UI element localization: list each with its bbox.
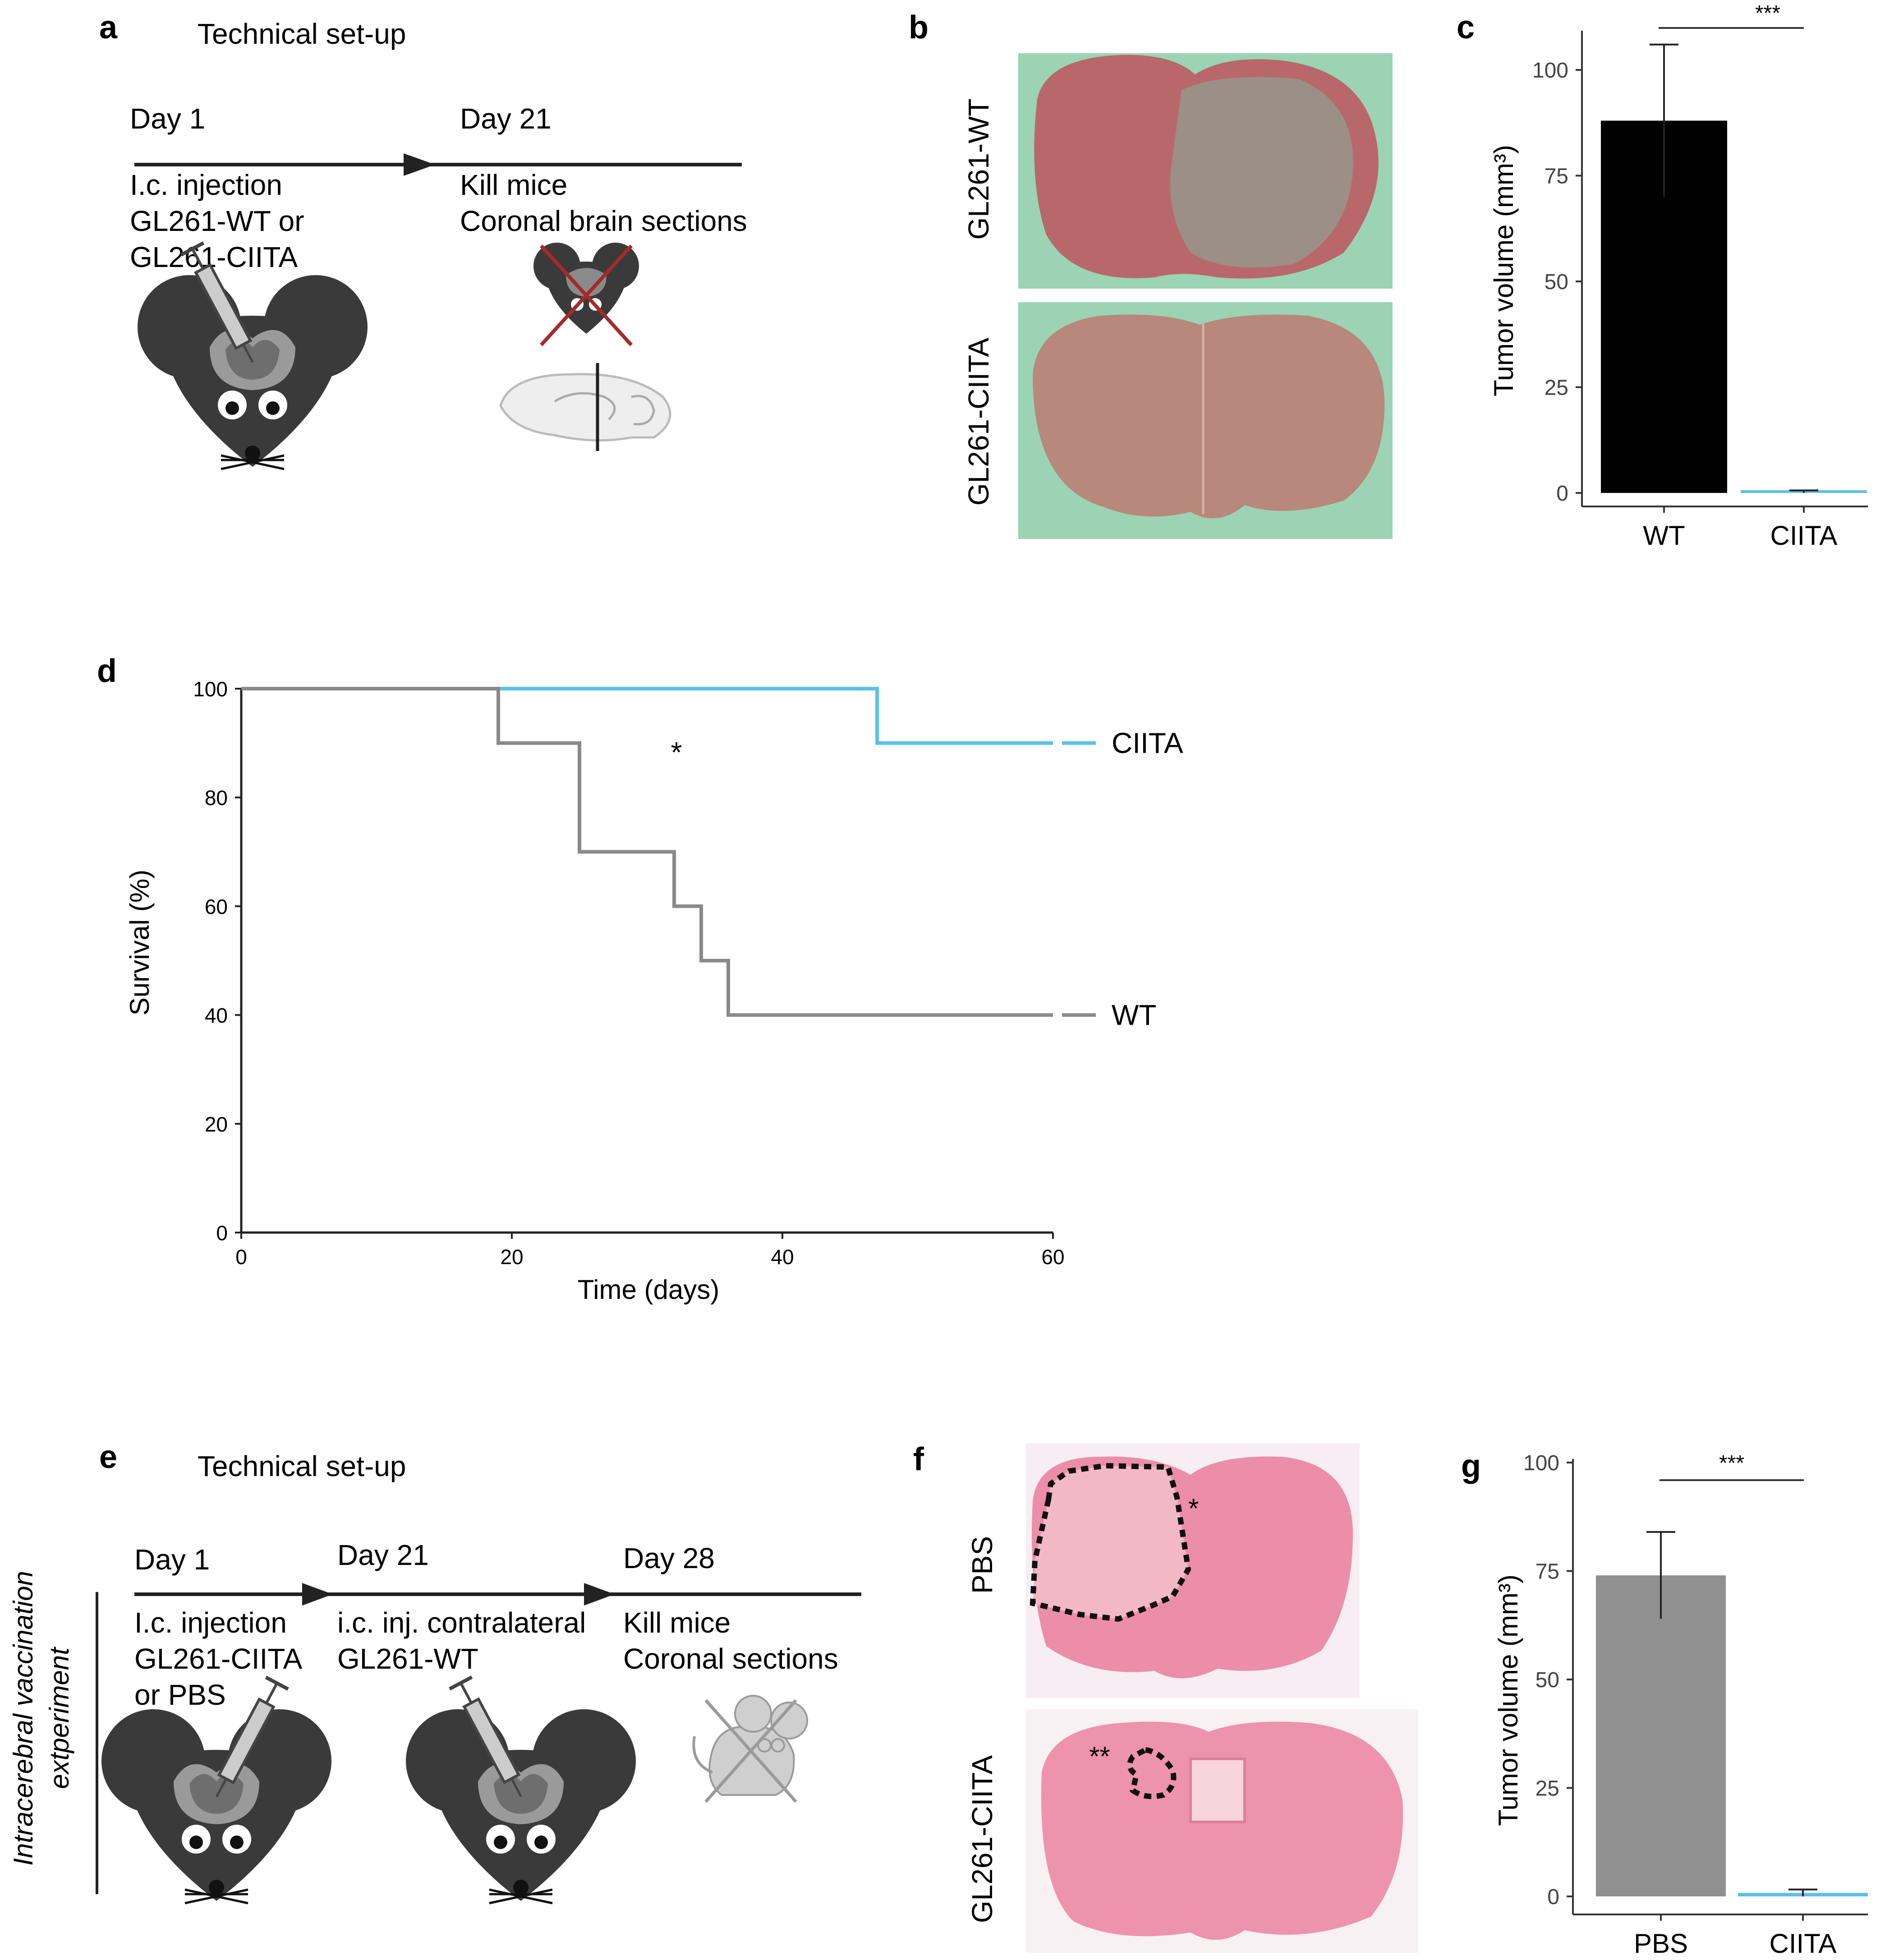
panel-a: a Technical set-up Day 1 Day 21 I.c. inj…: [99, 9, 747, 470]
panel-f-row-label-pbs: PBS: [966, 1536, 998, 1594]
y-tick-label: 0: [216, 1221, 228, 1245]
panel-a-right-line-1: Kill mice: [460, 169, 567, 201]
panel-d-plot: 0 20 40 60 80 100 0 20 40 60 CIITA WT: [193, 677, 1183, 1269]
y-tick-label: 20: [205, 1113, 228, 1136]
panel-a-right-line-2: Coronal brain sections: [460, 205, 747, 237]
panel-c-letter: c: [1457, 9, 1475, 46]
panel-e-side-line-1: Intracerebral vaccination: [8, 1571, 38, 1866]
x-tick-label: CIITA: [1770, 520, 1838, 551]
panel-a-left-line-2: GL261-WT or: [130, 205, 304, 237]
panel-c-significance: ***: [1755, 1, 1780, 25]
panel-f-row-label-ciita: GL261-CIITA: [966, 1755, 998, 1923]
panel-e-col3-line-2: Coronal sections: [623, 1643, 838, 1675]
x-tick-label: 0: [235, 1245, 247, 1269]
panel-e-letter: e: [99, 1439, 117, 1475]
tumor-outline-ciita: [1127, 1747, 1177, 1799]
y-tick-label: 0: [1556, 482, 1568, 506]
panel-c-ylabel: Tumor volume (mm³): [1489, 145, 1519, 396]
killed-mouse-icon-2: [692, 1695, 808, 1803]
panel-e-day1: Day 1: [134, 1543, 210, 1576]
panel-e-day28: Day 28: [623, 1542, 715, 1574]
histology-image-wt: [1018, 53, 1393, 289]
tumor-outline-pbs: [1030, 1463, 1191, 1622]
y-tick-label: 60: [205, 895, 228, 918]
histology-image-ciita: [1018, 302, 1393, 539]
panel-e-col2-line-2: GL261-WT: [337, 1643, 478, 1675]
panel-f-mark-double: **: [1089, 1741, 1110, 1771]
panel-b-row-label-wt: GL261-WT: [962, 99, 995, 240]
panel-f-mark-single: *: [1188, 1493, 1199, 1523]
panel-f-letter: f: [913, 1441, 924, 1477]
panel-e-day21: Day 21: [337, 1539, 429, 1571]
y-tick-label: 40: [205, 1004, 228, 1027]
y-tick-label: 0: [1547, 1885, 1559, 1909]
y-tick-label: 100: [1523, 1451, 1559, 1475]
panel-a-timeline-arrow: [404, 153, 435, 176]
sagittal-brain-icon: [499, 363, 671, 451]
panel-e-col2-line-1: i.c. inj. contralateral: [337, 1606, 586, 1639]
panel-e-col3-line-1: Kill mice: [623, 1606, 731, 1639]
panel-d-letter: d: [97, 653, 117, 689]
panel-e-arrow-1: [302, 1583, 333, 1606]
y-tick-label: 25: [1545, 376, 1568, 400]
panel-c-plot: 0 25 50 75 100 WT CIITA: [1532, 31, 1868, 551]
y-tick-label: 75: [1545, 165, 1568, 189]
x-tick-label: 20: [500, 1245, 523, 1269]
panel-b: b GL261-WT GL261-CIITA: [909, 9, 1393, 539]
mouse-injection-icon-2: [406, 1675, 636, 1905]
panel-e-col1-line-2: GL261-CIITA: [134, 1643, 303, 1675]
panel-d: d Survival (%) Time (days) * 0 20 40 60 80 10…: [97, 653, 1183, 1305]
panel-a-day1: Day 1: [130, 102, 205, 135]
x-tick-label: CIITA: [1770, 1928, 1837, 1959]
panel-d-ylabel: Survival (%): [124, 870, 155, 1015]
legend-label-ciita: CIITA: [1112, 727, 1183, 759]
panel-g: g Tumor volume (mm³) *** 0 25 50 75 100 PBS CI…: [1461, 1448, 1868, 1959]
x-tick-label: PBS: [1634, 1928, 1688, 1959]
panel-g-plot: 0 25 50 75 100 PBS CIITA: [1523, 1451, 1868, 1959]
y-tick-label: 50: [1535, 1668, 1559, 1692]
mouse-injection-icon: [138, 241, 368, 470]
y-tick-label: 80: [205, 786, 228, 810]
panel-g-letter: g: [1461, 1448, 1481, 1484]
panel-e-arrow-2: [584, 1583, 615, 1606]
x-tick-label: 40: [771, 1245, 794, 1269]
y-tick-label: 100: [193, 677, 228, 701]
panel-g-ylabel: Tumor volume (mm³): [1493, 1574, 1523, 1826]
histology-image-pbs: *: [1026, 1443, 1360, 1698]
bar: [1596, 1575, 1726, 1896]
panel-e-col1-line-3: or PBS: [134, 1679, 226, 1711]
y-tick-label: 50: [1545, 270, 1568, 294]
panel-g-significance: ***: [1719, 1451, 1744, 1475]
panel-e-col1-line-1: I.c. injection: [134, 1606, 287, 1639]
panel-a-day21: Day 21: [460, 102, 552, 135]
killed-mouse-icon: [533, 243, 639, 346]
panel-b-letter: b: [909, 9, 929, 46]
panel-e-heading: Technical set-up: [198, 1450, 406, 1482]
x-tick-label: WT: [1643, 520, 1685, 551]
x-tick-label: 60: [1041, 1245, 1064, 1269]
panel-a-left-line-3: GL261-CIITA: [130, 241, 298, 273]
panel-a-heading: Technical set-up: [198, 18, 406, 50]
legend-label-wt: WT: [1112, 999, 1157, 1031]
panel-a-letter: a: [99, 9, 118, 46]
y-tick-label: 25: [1535, 1777, 1559, 1801]
panel-f: f PBS GL261-CIITA * **: [913, 1441, 1418, 1953]
panel-b-row-label-ciita: GL261-CIITA: [962, 338, 995, 506]
panel-d-xlabel: Time (days): [578, 1274, 719, 1305]
survival-line-ciita: [241, 687, 1053, 745]
y-tick-label: 75: [1535, 1560, 1559, 1584]
panel-e-side-line-2: extperiment: [44, 1647, 74, 1789]
panel-a-left-line-1: I.c. injection: [130, 169, 282, 201]
panel-e: e Technical set-up Intracerebral vaccina…: [8, 1439, 861, 1905]
histology-image-ciita: **: [1026, 1709, 1418, 1953]
panel-d-significance: *: [671, 736, 682, 768]
panel-c: c Tumor volume (mm³) *** 0 25 50 75 100 WT CII…: [1457, 1, 1868, 551]
survival-line-wt: [241, 687, 1053, 1017]
mouse-injection-icon-1: [101, 1675, 331, 1905]
y-tick-label: 100: [1532, 59, 1568, 83]
